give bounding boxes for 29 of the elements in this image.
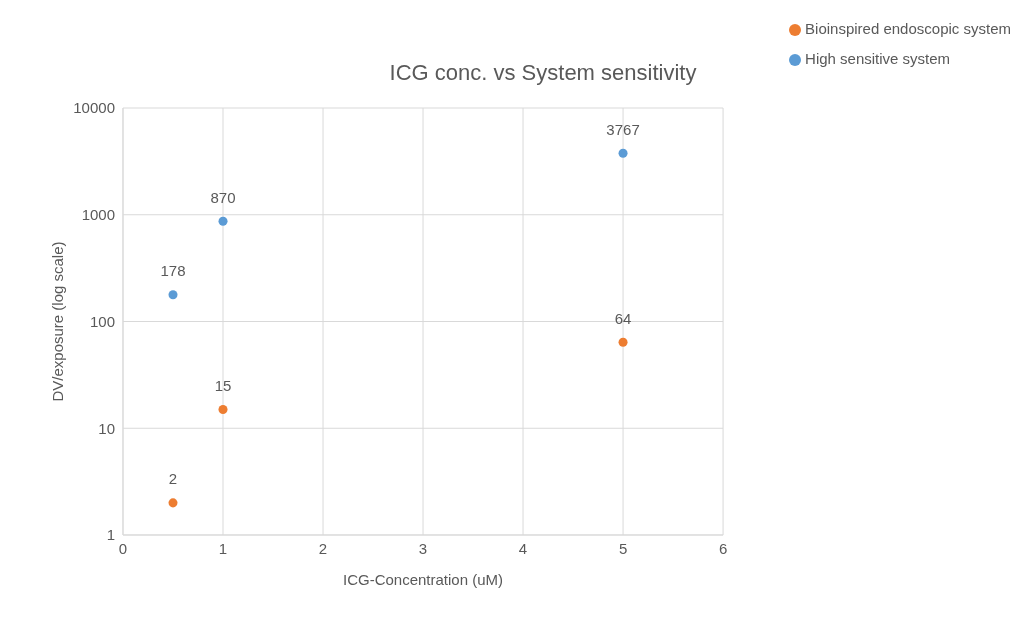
data-label: 3767 xyxy=(606,120,640,138)
data-label: 64 xyxy=(614,309,632,327)
y-tick-label: 100 xyxy=(89,312,115,330)
data-label: 2 xyxy=(168,470,178,488)
data-label: 870 xyxy=(210,188,236,206)
point xyxy=(218,404,228,414)
point xyxy=(618,337,628,347)
x-tick-label: 2 xyxy=(318,539,328,557)
chart-title: ICG conc. vs System sensitivity xyxy=(389,60,697,85)
y-tick-label: 1 xyxy=(106,526,115,544)
data-label: 178 xyxy=(160,262,186,280)
y-tick-label: 1000 xyxy=(81,206,115,224)
point xyxy=(168,290,178,300)
point xyxy=(168,498,178,508)
legend-label: Bioinspired endoscopic system xyxy=(805,20,1011,37)
data-label: 15 xyxy=(214,376,232,394)
y-tick-label: 10 xyxy=(98,419,115,437)
x-tick-label: 4 xyxy=(518,539,528,557)
x-tick-label: 3 xyxy=(418,539,428,557)
point xyxy=(618,148,628,158)
legend-label: High sensitive system xyxy=(805,50,951,67)
y-axis-title: DV/exposure (log scale) xyxy=(49,241,67,402)
x-tick-label: 5 xyxy=(618,539,628,557)
point xyxy=(218,216,228,226)
x-tick-label: 0 xyxy=(118,539,128,557)
x-axis-title: ICG-Concentration (uM) xyxy=(343,571,504,588)
x-tick-label: 6 xyxy=(718,539,728,557)
y-tick-label: 10000 xyxy=(73,99,115,117)
x-tick-label: 1 xyxy=(218,539,228,557)
